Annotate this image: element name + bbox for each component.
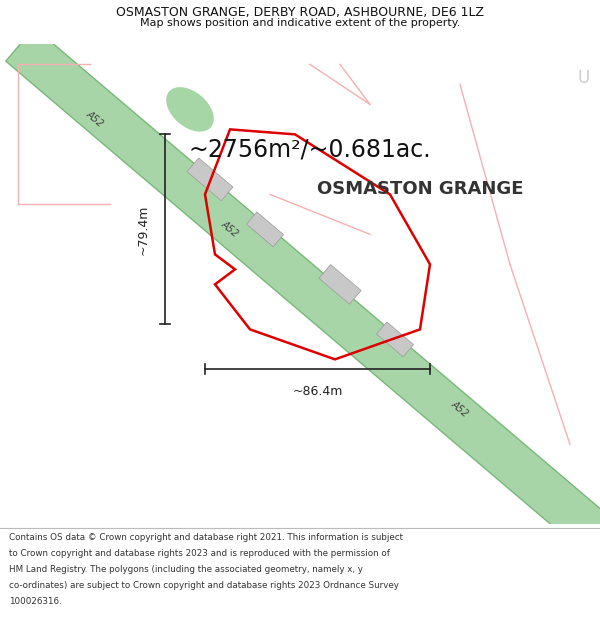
Text: ~2756m²/~0.681ac.: ~2756m²/~0.681ac. xyxy=(188,138,431,161)
Text: A52: A52 xyxy=(449,399,470,419)
Text: co-ordinates) are subject to Crown copyright and database rights 2023 Ordnance S: co-ordinates) are subject to Crown copyr… xyxy=(9,581,399,590)
Ellipse shape xyxy=(166,87,214,132)
Text: A52: A52 xyxy=(85,109,106,129)
Text: ~79.4m: ~79.4m xyxy=(137,204,149,254)
Polygon shape xyxy=(319,264,361,304)
Text: HM Land Registry. The polygons (including the associated geometry, namely x, y: HM Land Registry. The polygons (includin… xyxy=(9,565,363,574)
Text: Map shows position and indicative extent of the property.: Map shows position and indicative extent… xyxy=(140,18,460,28)
Text: 100026316.: 100026316. xyxy=(9,598,62,606)
Text: OSMASTON GRANGE: OSMASTON GRANGE xyxy=(317,181,523,198)
Polygon shape xyxy=(187,158,233,201)
Text: OSMASTON GRANGE, DERBY ROAD, ASHBOURNE, DE6 1LZ: OSMASTON GRANGE, DERBY ROAD, ASHBOURNE, … xyxy=(116,6,484,19)
Text: A52: A52 xyxy=(220,219,241,239)
Polygon shape xyxy=(6,28,600,571)
Text: U: U xyxy=(578,69,590,88)
Polygon shape xyxy=(247,212,284,247)
Text: ~86.4m: ~86.4m xyxy=(292,385,343,398)
Polygon shape xyxy=(376,322,413,357)
Text: to Crown copyright and database rights 2023 and is reproduced with the permissio: to Crown copyright and database rights 2… xyxy=(9,549,390,558)
Text: Contains OS data © Crown copyright and database right 2021. This information is : Contains OS data © Crown copyright and d… xyxy=(9,532,403,541)
